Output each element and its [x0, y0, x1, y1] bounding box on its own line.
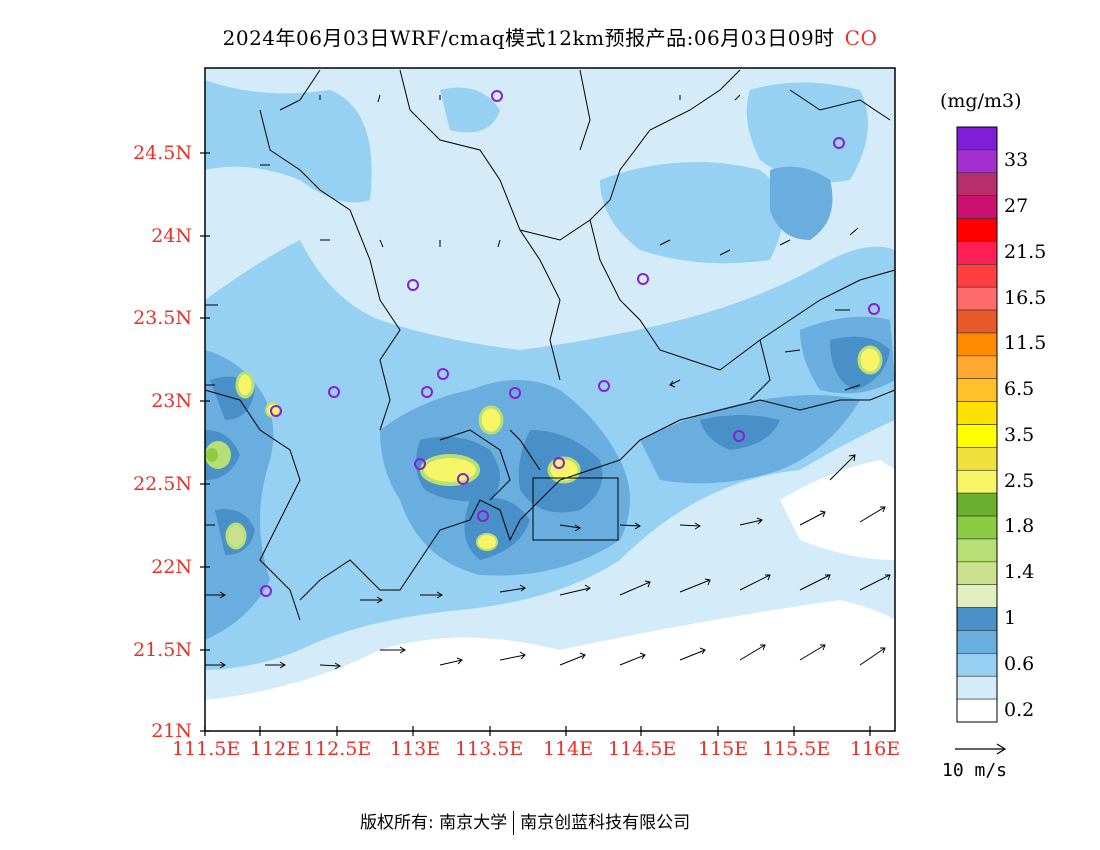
lon-label: 112.5E	[303, 738, 372, 760]
colorbar-swatch	[956, 515, 998, 540]
colorbar-label: 6.5	[1004, 378, 1035, 401]
lat-label: 21.5N	[133, 639, 192, 661]
wind-legend-label: 10 m/s	[942, 760, 1008, 781]
lat-label: 22N	[151, 556, 192, 578]
colorbar-label: 1.4	[1004, 561, 1035, 584]
footer-left: 版权所有: 南京大学	[360, 813, 508, 833]
station-marker	[553, 457, 565, 469]
station-marker	[414, 458, 426, 470]
map-title: 2024年06月03日WRF/cmaq模式12km预报产品:06月03日09时 C…	[0, 22, 1100, 51]
lon-label: 113E	[390, 738, 441, 760]
axis-ticks	[200, 152, 871, 736]
lon-label: 116E	[850, 738, 901, 760]
lat-label: 21N	[151, 720, 192, 742]
colorbar-label: 2.5	[1004, 469, 1035, 492]
station-marker	[509, 387, 521, 399]
station-marker	[437, 368, 449, 380]
colorbar-label: 16.5	[1004, 286, 1047, 309]
lat-label: 23.5N	[133, 307, 192, 329]
title-text: 2024年06月03日WRF/cmaq模式12km预报产品:06月03日09时	[222, 26, 835, 50]
station-marker	[637, 273, 649, 285]
lon-label: 111.5E	[172, 738, 241, 760]
title-variable: CO	[844, 26, 878, 50]
footer-right: 南京创蓝科技有限公司	[520, 813, 691, 833]
colorbar-label: 0.2	[1004, 698, 1035, 721]
footer-divider	[513, 811, 515, 835]
colorbar-swatch	[956, 630, 998, 654]
lon-label: 115.5E	[762, 738, 831, 760]
lon-label: 115E	[698, 738, 749, 760]
colorbar-swatch	[956, 286, 998, 311]
station-marker	[407, 279, 419, 291]
station-marker	[491, 90, 503, 102]
colorbar-swatch	[956, 675, 998, 700]
colorbar-swatch	[956, 309, 998, 334]
station-marker	[833, 137, 845, 149]
lat-label: 23N	[151, 390, 192, 412]
boundary-lines	[204, 69, 896, 621]
colorbar-swatch	[956, 264, 998, 288]
lat-label: 24N	[151, 225, 192, 247]
colorbar-swatch	[956, 241, 998, 265]
lat-label: 24.5N	[133, 142, 192, 164]
colorbar-swatch	[956, 447, 998, 471]
colorbar-swatch	[956, 218, 998, 242]
colorbar-swatch	[956, 172, 998, 196]
colorbar-swatch	[956, 332, 998, 357]
colorbar-swatch	[956, 538, 998, 563]
lon-label: 113.5E	[455, 738, 524, 760]
lat-label: 22.5N	[133, 473, 192, 495]
lon-label: 114E	[543, 738, 594, 760]
colorbar-swatch	[956, 492, 998, 517]
colorbar-swatch	[956, 469, 998, 494]
colorbar-swatch	[956, 126, 998, 151]
colorbar-swatch	[956, 424, 998, 448]
copyright-footer: 版权所有: 南京大学 南京创蓝科技有限公司	[360, 808, 690, 835]
colorbar-label: 1.8	[1004, 515, 1035, 538]
station-marker	[477, 510, 489, 522]
colorbar-swatch	[956, 195, 998, 219]
colorbar-label: 21.5	[1004, 240, 1047, 263]
colorbar	[956, 126, 998, 723]
colorbar-outline	[956, 126, 998, 723]
colorbar-label: 1	[1004, 607, 1017, 630]
colorbar-swatch	[956, 355, 998, 380]
station-marker	[270, 405, 282, 417]
colorbar-label: 33	[1004, 149, 1029, 172]
colorbar-unit: (mg/m3)	[940, 90, 1022, 112]
colorbar-swatch	[956, 149, 998, 174]
map-frame	[204, 67, 896, 732]
colorbar-swatch	[956, 378, 998, 402]
colorbar-swatch	[956, 401, 998, 425]
colorbar-swatch	[956, 561, 998, 585]
station-marker	[421, 386, 433, 398]
colorbar-swatch	[956, 607, 998, 631]
concentration-field	[205, 80, 895, 731]
colorbar-swatch	[956, 584, 998, 608]
station-marker	[733, 430, 745, 442]
wind-vectors	[205, 94, 891, 670]
wind-legend-arrow	[955, 743, 1007, 755]
station-marker	[260, 585, 272, 597]
colorbar-label: 0.6	[1004, 652, 1035, 675]
station-marker	[457, 473, 469, 485]
colorbar-label: 27	[1004, 195, 1029, 218]
lon-label: 112E	[250, 738, 301, 760]
colorbar-label: 11.5	[1004, 332, 1047, 355]
colorbar-swatch	[956, 698, 998, 723]
station-marker	[328, 386, 340, 398]
station-marker	[598, 380, 610, 392]
colorbar-label: 3.5	[1004, 423, 1035, 446]
station-marker	[868, 303, 880, 315]
colorbar-swatch	[956, 653, 998, 677]
station-markers	[260, 90, 880, 597]
lon-label: 114.5E	[608, 738, 677, 760]
